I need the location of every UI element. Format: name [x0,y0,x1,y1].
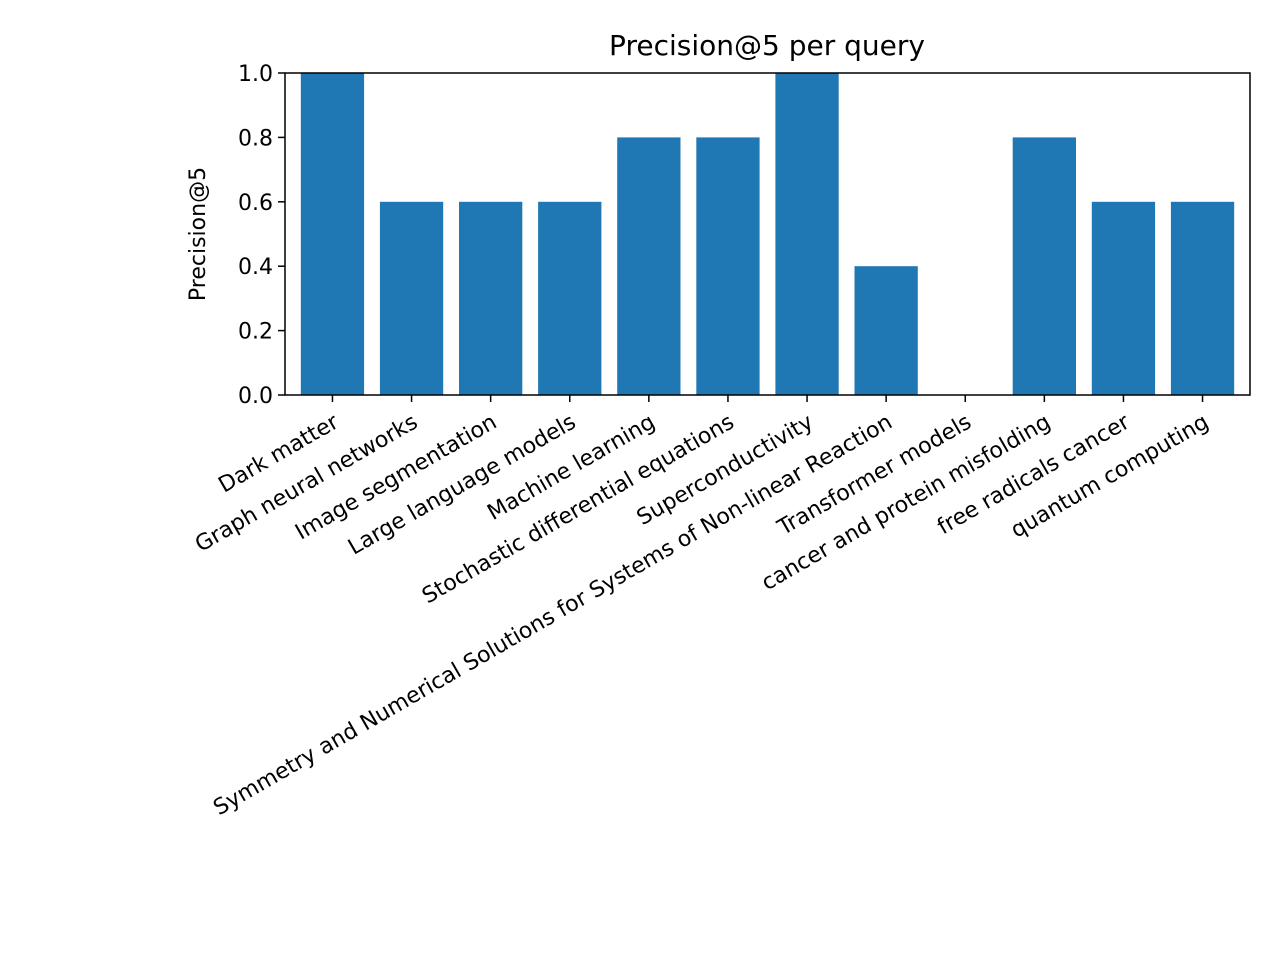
bar [538,201,602,395]
axes-frame [284,72,1251,396]
y-tick-label: 0.8 [238,126,273,151]
bar [775,73,839,395]
y-tick-label: 1.0 [238,62,273,87]
bar [854,266,918,395]
bar [1091,201,1156,395]
bar [459,201,523,395]
chart-title: Precision@5 per query [609,29,925,62]
y-axis-title: Precision@5 [186,167,211,301]
y-tick-label: 0.0 [238,384,273,409]
bar [379,201,444,395]
bar [1170,201,1235,395]
y-tick-label: 0.4 [238,255,273,280]
bar [617,137,681,395]
bar [696,137,760,395]
bar [300,73,365,395]
y-tick-label: 0.2 [238,320,273,345]
y-tick-label: 0.6 [238,191,273,216]
bar [1012,137,1076,395]
